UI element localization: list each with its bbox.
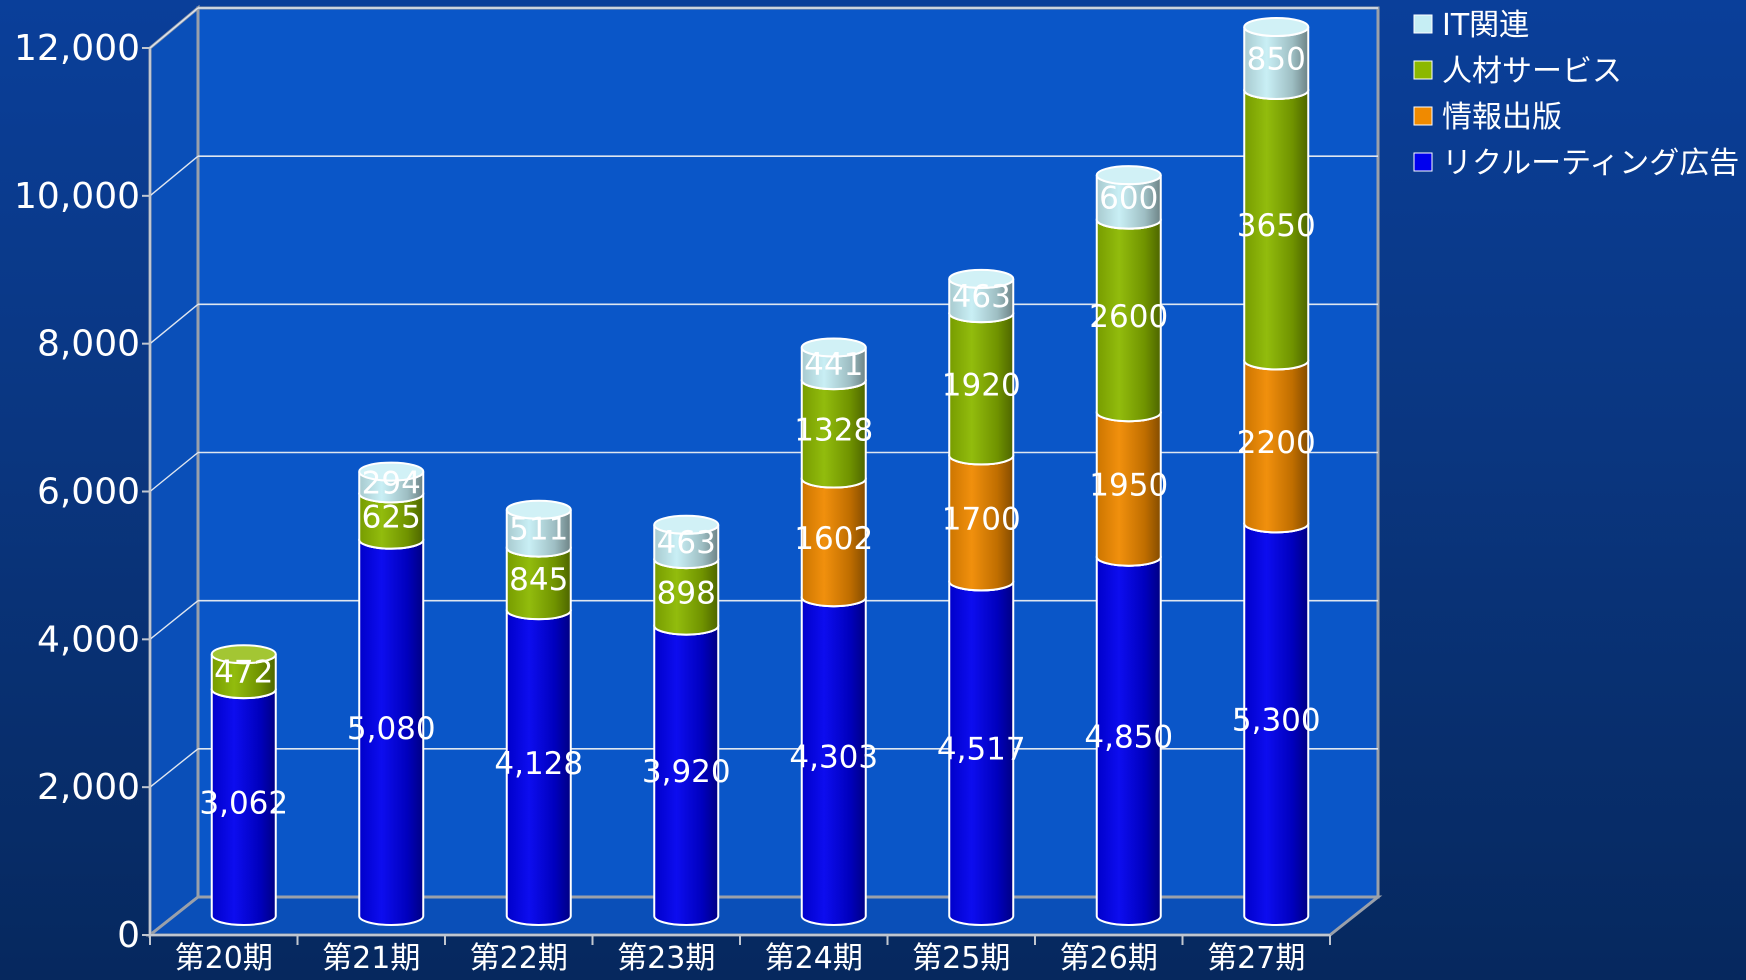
data-label: 294 — [362, 465, 421, 501]
bar-segment — [358, 461, 425, 504]
bar-segment — [948, 268, 1015, 324]
data-label: 625 — [362, 500, 421, 536]
legend-item: IT関連 — [1413, 8, 1529, 43]
bar-segment — [653, 514, 720, 570]
data-label: 1700 — [942, 501, 1021, 537]
legend-swatch — [1413, 60, 1433, 80]
gridline-side — [149, 748, 199, 788]
legend-label: 人材サービス — [1442, 54, 1622, 89]
y-tick-label: 4,000 — [37, 619, 140, 660]
x-tick-label: 第23期 — [617, 941, 715, 976]
legend-label: IT関連 — [1442, 8, 1529, 43]
data-label: 845 — [509, 562, 568, 598]
data-label: 5,080 — [347, 711, 436, 747]
legend-item: 人材サービス — [1413, 54, 1622, 89]
plot-walls — [145, 4, 1383, 939]
gridline-side — [149, 303, 199, 345]
data-label: 4,303 — [789, 740, 878, 776]
data-label: 3,062 — [199, 786, 288, 822]
x-tick-label: 第27期 — [1207, 941, 1305, 976]
data-label: 4,850 — [1084, 719, 1173, 755]
data-label: 2600 — [1089, 299, 1168, 335]
legend-swatch — [1413, 106, 1433, 126]
gridline-side — [149, 600, 199, 640]
data-label: 1602 — [794, 521, 873, 557]
legend-swatch — [1413, 152, 1433, 172]
y-axis: 0 2,000 4,000 6,000 8,000 10,000 12,000 — [14, 28, 151, 956]
data-label: 3650 — [1237, 208, 1316, 244]
y-tick-label: 8,000 — [37, 324, 140, 365]
data-label: 4,128 — [494, 746, 583, 782]
legend-swatch — [1413, 14, 1433, 34]
gridline-side — [149, 451, 199, 493]
legend-label: リクルーティング広告 — [1442, 146, 1739, 181]
data-label: 441 — [804, 347, 863, 383]
bar-segment — [1243, 17, 1310, 100]
gridline-side — [149, 155, 199, 197]
x-axis: 第20期 第21期 第22期 第23期 第24期 第25期 第26期 第27期 — [149, 934, 1331, 976]
x-tick-label: 第20期 — [175, 941, 273, 976]
y-tick-label: 10,000 — [14, 176, 140, 217]
data-label: 1328 — [794, 412, 873, 448]
data-label: 463 — [952, 279, 1011, 315]
data-label: 4,517 — [937, 732, 1026, 768]
data-label: 511 — [509, 512, 568, 548]
data-label: 850 — [1247, 41, 1306, 77]
legend-label: 情報出版 — [1442, 100, 1562, 135]
x-tick-label: 第26期 — [1060, 941, 1158, 976]
x-tick-label: 第21期 — [322, 941, 420, 976]
legend-item: 情報出版 — [1413, 100, 1562, 135]
data-label: 1950 — [1089, 467, 1168, 503]
gridlines — [149, 7, 1378, 788]
bar-segment — [800, 337, 867, 391]
y-tick-label: 2,000 — [37, 767, 140, 808]
data-label: 463 — [657, 525, 716, 561]
bar-segment — [1095, 165, 1162, 230]
y-tick-label: 6,000 — [37, 472, 140, 513]
data-label: 5,300 — [1232, 703, 1321, 739]
data-label: 1920 — [942, 367, 1021, 403]
data-label: 472 — [214, 655, 273, 691]
bar-segment — [210, 644, 277, 700]
x-tick-label: 第24期 — [765, 941, 863, 976]
legend-item: リクルーティング広告 — [1413, 146, 1739, 181]
bars — [210, 17, 1310, 926]
gridline-side — [149, 7, 199, 49]
data-label: 3,920 — [642, 754, 731, 790]
bar-segment — [505, 499, 572, 558]
floor — [145, 895, 1383, 937]
data-label: 600 — [1099, 180, 1158, 216]
y-tick-label: 0 — [117, 915, 140, 956]
data-label: 2200 — [1237, 425, 1316, 461]
y-tick-label: 12,000 — [14, 28, 140, 69]
x-tick-label: 第22期 — [470, 941, 568, 976]
data-label: 898 — [657, 575, 716, 611]
x-tick-label: 第25期 — [912, 941, 1010, 976]
